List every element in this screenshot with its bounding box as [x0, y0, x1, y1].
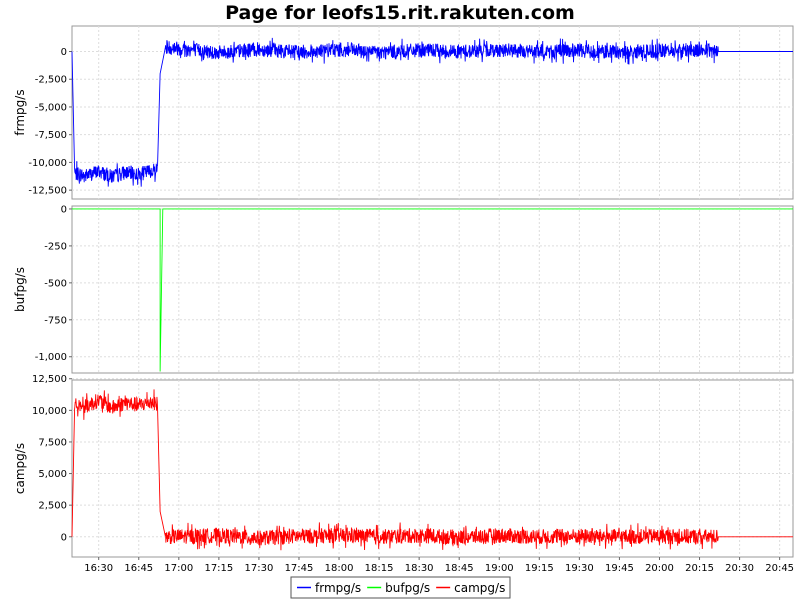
x-tick-label: 19:00	[485, 563, 514, 574]
x-tick-label: 20:15	[685, 563, 714, 574]
y-axis-label-frmpg/s: frmpg/s	[13, 89, 27, 135]
y-tick-label: -250	[44, 241, 67, 252]
y-tick-label: -2,500	[35, 75, 67, 86]
y-axis-label-bufpg/s: bufpg/s	[13, 267, 27, 312]
y-tick-label: 10,000	[32, 406, 67, 417]
y-tick-label: -10,000	[28, 158, 67, 169]
x-tick-label: 16:45	[124, 563, 153, 574]
x-tick-label: 17:30	[245, 563, 274, 574]
y-tick-label: -7,500	[35, 130, 67, 141]
x-tick-label: 18:30	[405, 563, 434, 574]
legend-label: bufpg/s	[385, 581, 430, 595]
x-tick-label: 17:45	[285, 563, 314, 574]
x-tick-label: 19:30	[565, 563, 594, 574]
legend-label: campg/s	[454, 581, 505, 595]
x-tick-label: 20:45	[765, 563, 794, 574]
y-tick-label: 0	[61, 47, 67, 58]
y-tick-label: -750	[44, 315, 67, 326]
y-tick-label: 0	[61, 204, 67, 215]
x-tick-label: 18:00	[325, 563, 354, 574]
y-tick-label: 0	[61, 532, 67, 543]
y-axis-label-campg/s: campg/s	[13, 443, 27, 494]
x-tick-label: 19:15	[525, 563, 554, 574]
x-tick-label: 18:15	[365, 563, 394, 574]
y-tick-label: 7,500	[38, 437, 67, 448]
x-tick-label: 16:30	[84, 563, 113, 574]
y-tick-label: 5,000	[38, 469, 67, 480]
x-tick-label: 20:30	[725, 563, 754, 574]
chart-title: Page for leofs15.rit.rakuten.com	[225, 2, 575, 24]
y-tick-label: -12,500	[28, 186, 67, 197]
y-tick-label: 2,500	[38, 501, 67, 512]
y-tick-label: -5,000	[35, 102, 67, 113]
x-tick-label: 19:45	[605, 563, 634, 574]
legend-box	[290, 576, 511, 599]
x-tick-label: 20:00	[645, 563, 674, 574]
series-line-campg/s	[71, 389, 793, 551]
y-tick-label: -1,000	[35, 352, 67, 363]
x-tick-label: 18:45	[445, 563, 474, 574]
x-tick-label: 17:00	[164, 563, 193, 574]
series-line-bufpg/s	[72, 208, 793, 372]
legend-label: frmpg/s	[315, 581, 361, 595]
series-line-frmpg/s	[71, 37, 793, 187]
panel-frame-bufpg/s	[71, 205, 794, 374]
y-tick-label: -500	[44, 278, 67, 289]
y-tick-label: 12,500	[32, 374, 67, 385]
x-tick-label: 17:15	[204, 563, 233, 574]
